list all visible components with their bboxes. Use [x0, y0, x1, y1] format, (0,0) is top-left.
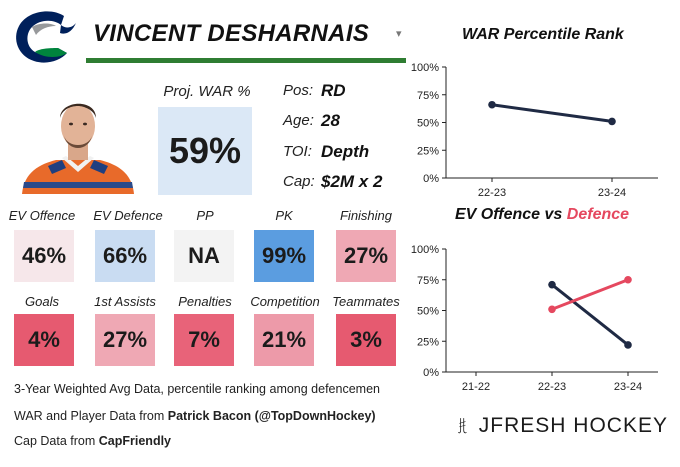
stat-tile-finishing: 27% — [336, 230, 396, 282]
player-headshot — [18, 86, 138, 194]
data-point-ev-defence — [624, 275, 632, 284]
war-percentile-chart: 0% 25% 50% 75% 100% 22-23 23-24 — [411, 62, 658, 199]
cap-data-credit: Cap Data from CapFriendly — [14, 434, 171, 448]
pos-label: Pos: — [283, 82, 314, 99]
y-tick-label: 25% — [417, 145, 439, 157]
data-point-war-percentile — [608, 117, 616, 126]
chart2-title: EV Offence vs Defence — [455, 206, 629, 224]
stat-label-ev-defence: EV Defence — [93, 208, 163, 223]
cap-data-source: CapFriendly — [98, 434, 172, 448]
x-tick-label: 21-22 — [462, 381, 490, 393]
y-tick-label: 25% — [417, 336, 439, 348]
series-line-war-percentile — [490, 103, 614, 123]
data-point-ev-offence — [548, 280, 556, 289]
toi-label: TOI: — [283, 143, 312, 160]
projected-war-label: Proj. WAR % — [163, 83, 251, 100]
y-tick-label: 100% — [411, 62, 439, 74]
stat-tile-teammates: 3% — [336, 314, 396, 366]
stat-label-competition: Competition — [250, 294, 320, 309]
cap-data-prefix: Cap Data from — [14, 434, 99, 448]
y-tick-label: 0% — [423, 173, 439, 185]
stat-label-penalties: Penalties — [178, 294, 232, 309]
y-tick-label: 75% — [417, 275, 439, 287]
x-tick-label: 22-23 — [478, 187, 506, 199]
stat-tile-pp: NA — [174, 230, 234, 282]
brand-text: JFRESH HOCKEY — [478, 414, 668, 437]
y-tick-label: 50% — [417, 306, 439, 318]
stat-label-pp: PP — [196, 208, 214, 223]
stat-tile-first-assists: 27% — [95, 314, 155, 366]
y-tick-label: 50% — [417, 118, 439, 130]
y-tick-label: 100% — [411, 244, 439, 256]
toi-value: Depth — [321, 142, 370, 161]
chart2-title-defence: Defence — [566, 206, 630, 223]
cap-label: Cap: — [283, 173, 315, 190]
chart1-title: WAR Percentile Rank — [462, 26, 624, 43]
cap-value: $2M x 2 — [321, 172, 383, 191]
x-tick-label: 23-24 — [598, 187, 626, 199]
pos-value: RD — [321, 81, 346, 100]
stat-label-finishing: Finishing — [339, 208, 393, 223]
stat-tile-competition: 21% — [254, 314, 314, 366]
stat-tile-ev-offence: 46% — [14, 230, 74, 282]
stat-tile-ev-defence: 66% — [95, 230, 155, 282]
x-tick-label: 22-23 — [538, 381, 566, 393]
age-value: 28 — [321, 111, 340, 130]
series-line-ev-offence — [550, 283, 630, 347]
stat-label-pk: PK — [275, 208, 293, 223]
x-tick-label: 23-24 — [614, 381, 642, 393]
stat-tile-penalties: 7% — [174, 314, 234, 366]
player-name: VINCENT DESHARNAIS — [93, 20, 370, 47]
jfresh-brand: JFRESH HOCKEY — [458, 406, 668, 446]
stat-tile-goals: 4% — [14, 314, 74, 366]
y-tick-label: 75% — [417, 90, 439, 102]
chevron-down-icon[interactable]: ▾ — [396, 28, 402, 40]
war-data-source: Patrick Bacon (@TopDownHockey) — [167, 409, 376, 423]
name-underline — [86, 58, 406, 63]
projected-war-value: 59% — [168, 130, 242, 171]
stat-label-first-assists: 1st Assists — [94, 294, 156, 309]
y-tick-label: 0% — [423, 367, 439, 379]
data-point-ev-offence — [624, 341, 632, 349]
war-data-credit: WAR and Player Data from Patrick Bacon (… — [14, 409, 376, 423]
ev-offence-defence-chart: 0% 25% 50% 75% 100% 21-22 22-23 23-24 — [411, 244, 658, 393]
stat-label-teammates: Teammates — [332, 294, 400, 309]
series-line-ev-defence — [550, 278, 630, 311]
chart2-title-vs: vs — [544, 206, 563, 223]
data-point-war-percentile — [488, 100, 496, 109]
stat-tile-pk: 99% — [254, 230, 314, 282]
stat-label-goals: Goals — [25, 294, 59, 309]
data-note: 3-Year Weighted Avg Data, percentile ran… — [14, 382, 380, 396]
data-point-ev-defence — [548, 305, 556, 314]
canucks-orca-logo-icon — [10, 8, 80, 68]
stat-label-ev-offence: EV Offence — [8, 208, 76, 223]
war-data-prefix: WAR and Player Data from — [14, 409, 168, 423]
chart2-title-offence: EV Offence — [455, 206, 541, 223]
jfresh-hockey-sticks-icon — [458, 418, 467, 434]
age-label: Age: — [283, 112, 314, 129]
projected-war-tile: 59% — [158, 107, 252, 195]
